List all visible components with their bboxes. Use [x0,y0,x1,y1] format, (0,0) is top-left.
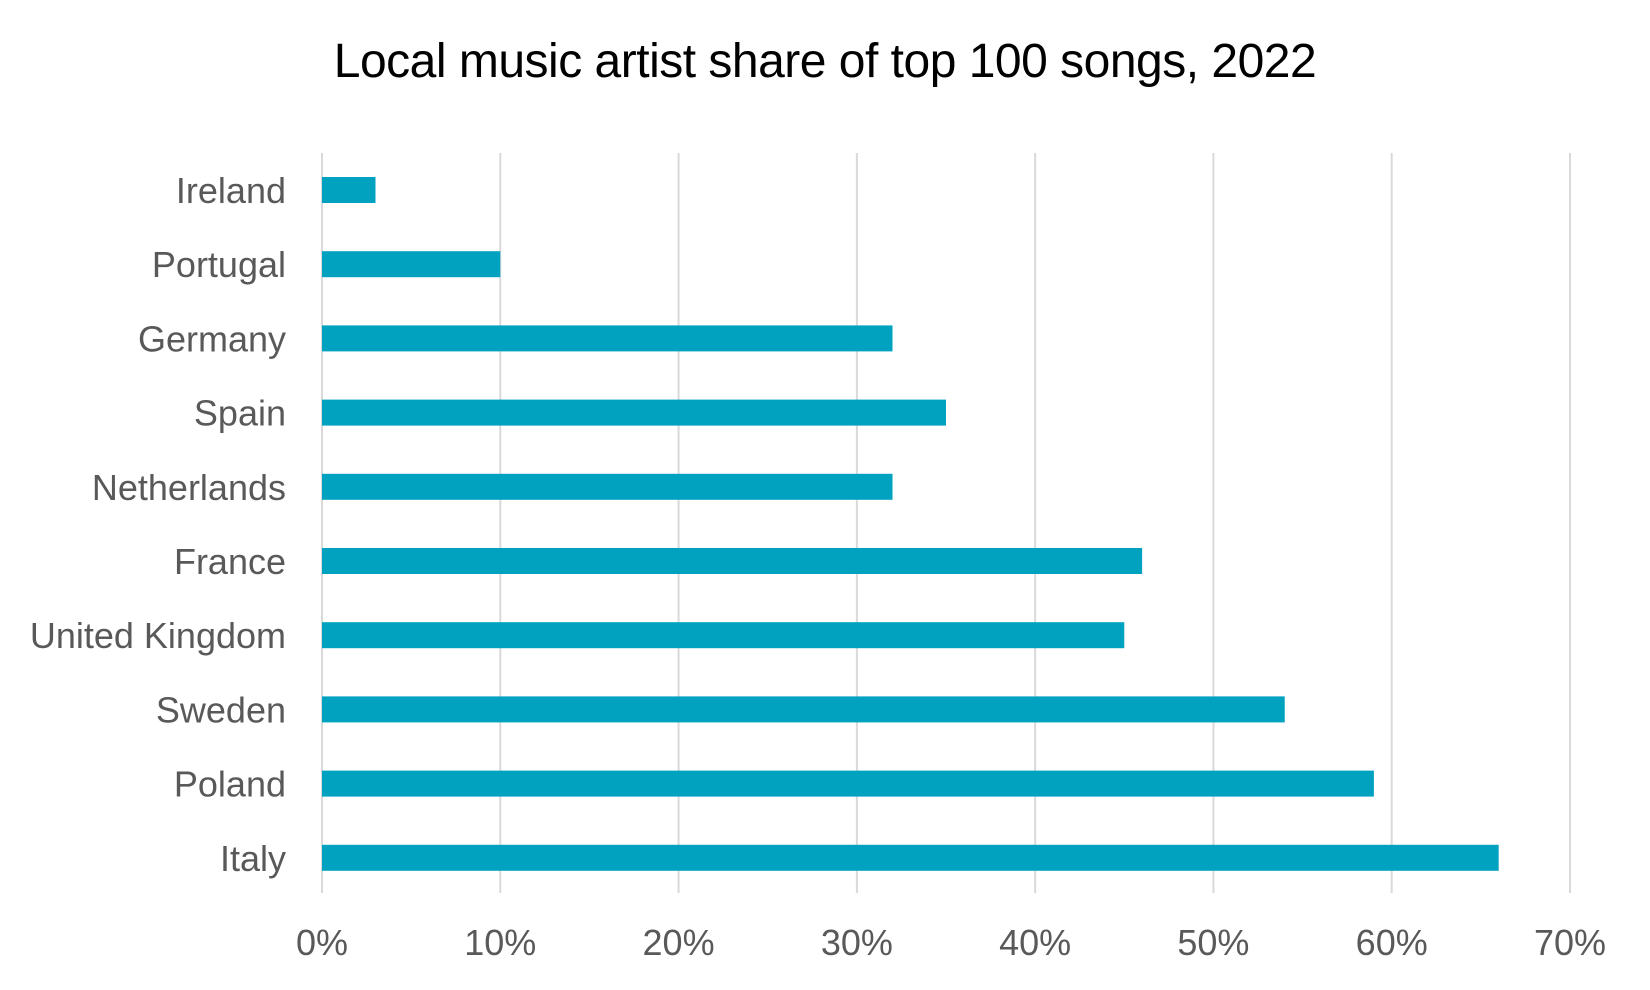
bar-portugal [322,251,501,278]
bar-poland [322,770,1374,797]
x-tick-label: 70% [1534,922,1606,963]
category-label: Portugal [152,244,286,285]
bar-sweden [322,696,1285,723]
chart-title: Local music artist share of top 100 song… [333,35,1317,88]
bar-united-kingdom [322,622,1125,649]
category-label: Germany [138,318,286,359]
category-label: United Kingdom [30,615,286,656]
x-tick-label: 0% [296,922,348,963]
category-label: Sweden [156,689,286,730]
bar-italy [322,844,1499,871]
category-label: Poland [174,764,286,805]
bar-netherlands [322,473,893,500]
category-label: Spain [194,393,286,434]
bar-ireland [322,177,376,203]
bar-spain [322,399,946,426]
category-label: Italy [220,838,286,879]
x-tick-label: 20% [643,922,715,963]
x-tick-label: 40% [999,922,1071,963]
bar-france [322,548,1143,574]
category-label: Ireland [176,170,286,211]
x-tick-label: 50% [1177,922,1249,963]
x-tick-label: 30% [821,922,893,963]
x-tick-label: 60% [1356,922,1428,963]
bar-germany [322,325,893,352]
x-tick-label: 10% [464,922,536,963]
category-label: France [174,541,286,582]
category-label: Netherlands [92,467,286,508]
